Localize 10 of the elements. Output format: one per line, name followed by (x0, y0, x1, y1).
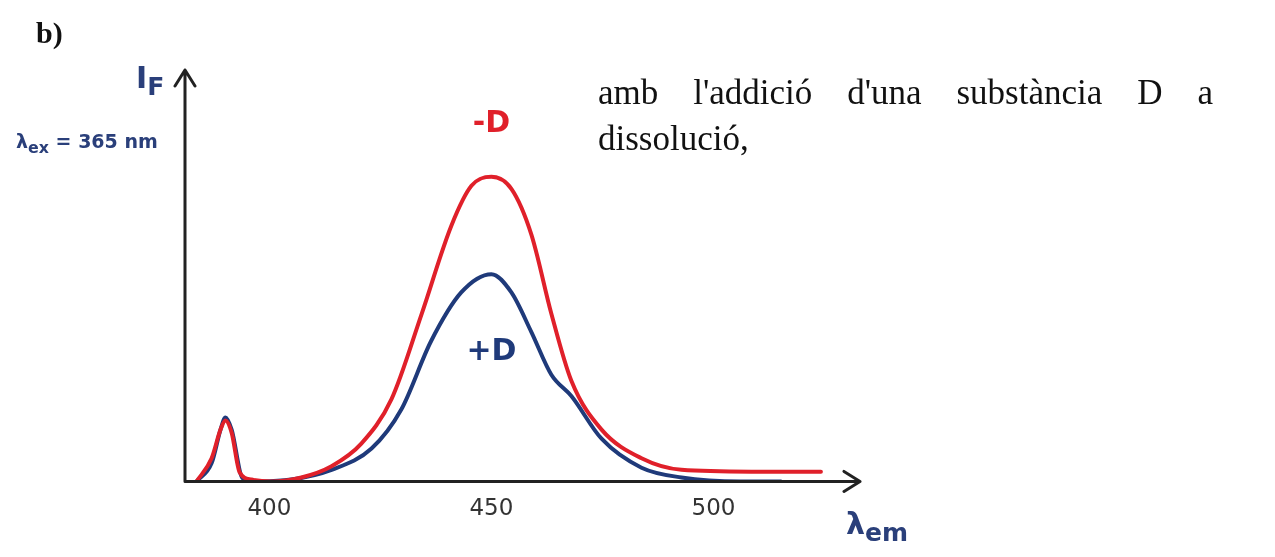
x-tick-label: 400 (247, 494, 292, 521)
series-label: -D (472, 104, 511, 140)
x-axis-title: λ$_{em}$ (846, 506, 908, 547)
series-label: +D (466, 331, 517, 367)
x-tick-label: 450 (469, 494, 514, 521)
text: amb l'addició d'una substància D a dissolució, (598, 72, 1213, 160)
y-axis-title: I$_{F}$ (136, 60, 165, 101)
text: b) (36, 16, 63, 50)
x-tick-label: 500 (691, 494, 736, 521)
text: λ$_{ex}$ = 365 nm (16, 130, 158, 157)
